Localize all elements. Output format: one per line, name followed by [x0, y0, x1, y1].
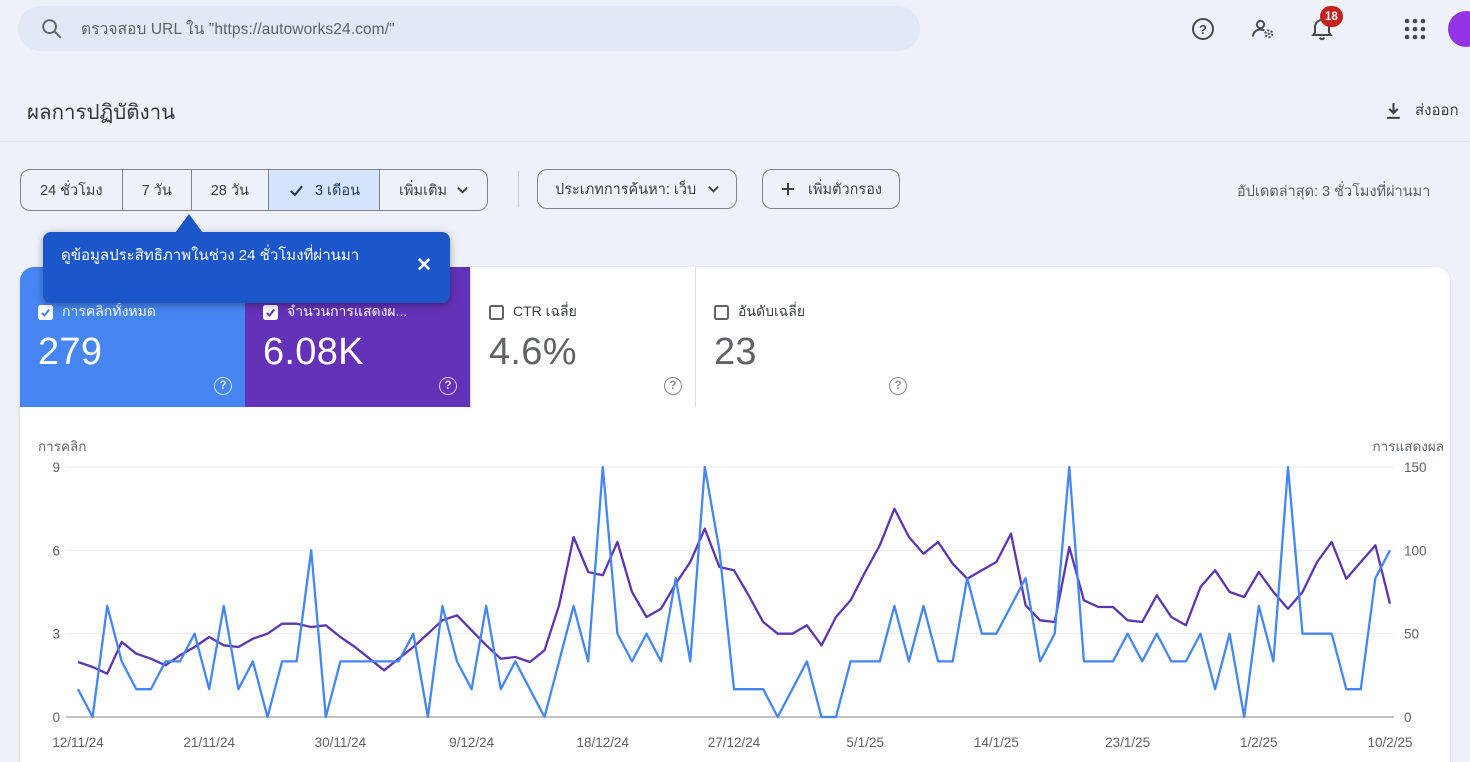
24h-promo-tooltip: ดูข้อมูลประสิทธิภาพในช่วง 24 ชั่วโมงที่ผ…: [43, 214, 450, 303]
date-range-label: 24 ชั่วโมง: [40, 182, 103, 199]
metric-value: 23: [714, 331, 757, 373]
x-axis-label: 14/1/25: [974, 735, 1019, 750]
date-range-chip-2[interactable]: 7 วัน: [121, 170, 191, 210]
metric-tile-head: การคลิกทั้งหมด: [38, 301, 229, 323]
metric-help-icon[interactable]: ?: [214, 377, 232, 395]
metric-help-icon[interactable]: ?: [889, 377, 907, 395]
metric-help-icon[interactable]: ?: [439, 377, 457, 395]
x-axis-label: 23/1/25: [1105, 735, 1150, 750]
right-axis-tick: 50: [1404, 627, 1419, 642]
x-axis-label: 27/12/24: [708, 735, 761, 750]
metric-label: CTR เฉลี่ย: [513, 303, 577, 319]
performance-chart: การคลิก การแสดงผล 0 0 3 50 6 100 9 150 12/11/24 21/…: [20, 407, 1450, 762]
metric-label: จำนวนการแสดงผ...: [287, 303, 408, 319]
date-range-chip-3[interactable]: 28 วัน: [190, 170, 268, 210]
notification-badge: 18: [1320, 6, 1343, 27]
x-axis-label: 10/2/25: [1367, 735, 1412, 750]
search-type-label: ประเภทการค้นหา: เว็บ: [555, 181, 697, 198]
chevron-down-icon: [457, 187, 468, 194]
x-axis-label: 18/12/24: [577, 735, 630, 750]
manage-users-icon[interactable]: [1250, 16, 1276, 42]
metric-checkbox-clicks[interactable]: [38, 304, 53, 320]
left-axis-tick: 6: [52, 543, 60, 558]
x-axis-label: 1/2/25: [1240, 735, 1278, 750]
metric-tiles: การคลิกทั้งหมด 279? จำนวนการแสดงผ... 6.08K?…: [20, 267, 1450, 407]
check-icon: [290, 185, 303, 196]
metric-help-icon[interactable]: ?: [664, 377, 682, 395]
metric-value: 4.6%: [489, 331, 577, 373]
metric-label: อันดับเฉลี่ย: [738, 303, 806, 319]
download-icon: [1387, 102, 1400, 119]
svg-text:?: ?: [1199, 22, 1207, 37]
metric-tile-head: อันดับเฉลี่ย: [714, 301, 904, 323]
date-range-chip-4[interactable]: 3 เดือน: [267, 170, 380, 210]
metric-tile-ctr[interactable]: CTR เฉลี่ย 4.6%?: [470, 267, 695, 407]
clicks-line: [76, 465, 1392, 719]
chevron-down-icon: [708, 186, 719, 193]
date-range-chip-1[interactable]: 24 ชั่วโมง: [21, 170, 122, 210]
search-type-filter[interactable]: ประเภทการค้นหา: เว็บ: [537, 169, 738, 209]
date-range-filter-group: 24 ชั่วโมง 7 วัน 28 วัน 3 เดือน เพิ่มเติม: [20, 169, 489, 211]
metric-tile-head: CTR เฉลี่ย: [489, 301, 679, 323]
metric-tile-position[interactable]: อันดับเฉลี่ย 23?: [695, 267, 920, 407]
x-axis-label: 12/11/24: [52, 735, 104, 750]
date-range-label: 28 วัน: [210, 182, 249, 199]
tooltip-arrow: [175, 214, 203, 233]
left-axis-title: การคลิก: [38, 439, 86, 454]
search-icon: [42, 19, 62, 39]
check-icon: [266, 308, 275, 317]
url-inspection-search[interactable]: ตรวจสอบ URL ใน "https://autoworks24.com/…: [18, 6, 920, 51]
left-axis-tick: 9: [52, 460, 60, 475]
help-icon[interactable]: ?: [1190, 16, 1216, 42]
date-range-label: 7 วัน: [141, 182, 172, 199]
metric-tile-head: จำนวนการแสดงผ...: [263, 301, 454, 323]
right-axis-tick: 100: [1404, 543, 1427, 558]
left-axis-tick: 3: [52, 627, 60, 642]
plus-icon: [782, 183, 794, 195]
performance-card: การคลิกทั้งหมด 279? จำนวนการแสดงผ... 6.08K?…: [20, 267, 1450, 762]
date-range-chip-5[interactable]: เพิ่มเติม: [379, 170, 487, 210]
tooltip-text: ดูข้อมูลประสิทธิภาพในช่วง 24 ชั่วโมงที่ผ…: [61, 247, 360, 264]
add-filter-label: เพิ่มตัวกรอง: [808, 181, 882, 198]
right-axis-title: การแสดงผล: [1373, 439, 1445, 454]
right-axis-tick: 0: [1404, 710, 1412, 725]
x-axis-label: 30/11/24: [315, 735, 367, 750]
export-button[interactable]: ส่งออก: [1383, 98, 1459, 122]
x-axis-label: 5/1/25: [846, 735, 884, 750]
last-updated-text: อัปเดตล่าสุด: 3 ชั่วโมงที่ผ่านมา: [1237, 184, 1431, 200]
impressions-line: [77, 507, 1392, 675]
metric-value: 279: [38, 331, 103, 373]
right-axis-tick: 150: [1404, 460, 1427, 475]
x-axis-label: 9/12/24: [449, 735, 495, 750]
date-range-label: เพิ่มเติม: [399, 182, 448, 199]
apps-grid-icon[interactable]: [1402, 16, 1428, 42]
account-avatar[interactable]: [1448, 11, 1470, 47]
metric-checkbox-position[interactable]: [714, 304, 729, 320]
metric-label: การคลิกทั้งหมด: [62, 303, 156, 319]
tooltip-close-icon[interactable]: ✕: [416, 255, 432, 276]
add-filter-button[interactable]: เพิ่มตัวกรอง: [762, 169, 900, 209]
metric-checkbox-impressions[interactable]: [263, 304, 278, 320]
export-label: ส่งออก: [1415, 102, 1459, 119]
metric-checkbox-ctr[interactable]: [489, 304, 504, 320]
header-divider: [0, 141, 1470, 142]
left-axis-tick: 0: [52, 710, 60, 725]
page-title: ผลการปฏิบัติงาน: [27, 101, 176, 124]
date-range-label: 3 เดือน: [314, 182, 361, 199]
filter-divider: [518, 171, 519, 207]
search-placeholder: ตรวจสอบ URL ใน "https://autoworks24.com/…: [81, 21, 395, 38]
metric-value: 6.08K: [263, 331, 364, 373]
x-axis-label: 21/11/24: [183, 735, 235, 750]
check-icon: [41, 308, 50, 317]
